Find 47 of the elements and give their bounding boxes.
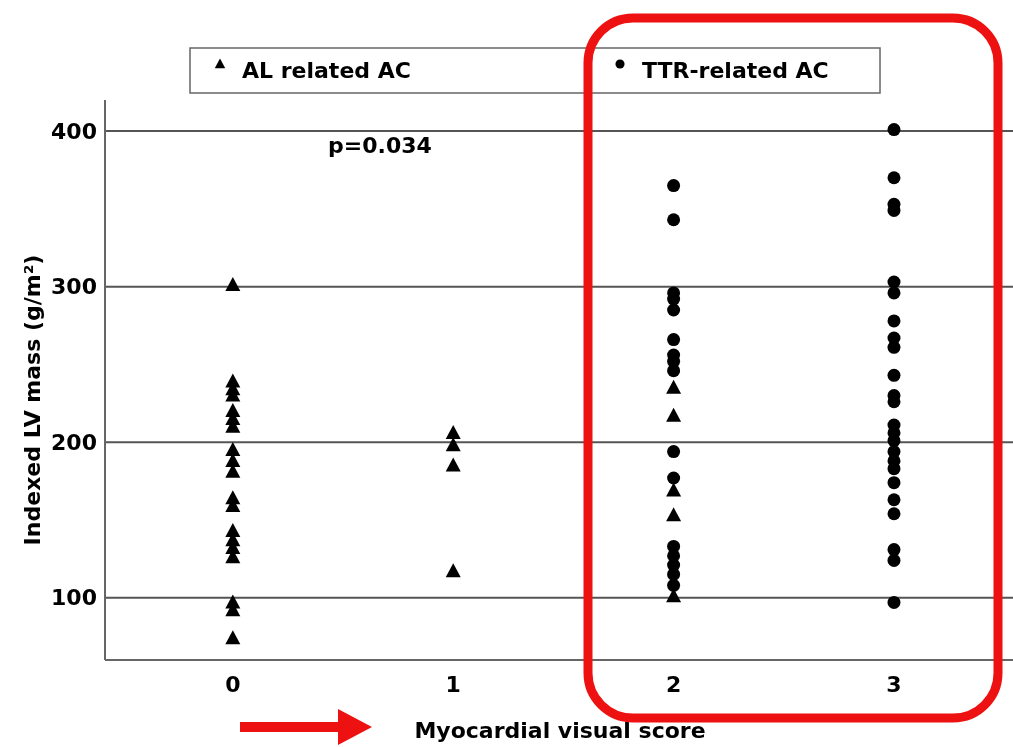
x-tick-label: 3 <box>886 672 902 697</box>
x-tick-label: 0 <box>225 672 241 697</box>
legend-label: AL related AC <box>242 58 411 83</box>
point <box>887 476 901 490</box>
point <box>667 471 681 485</box>
point <box>667 303 681 317</box>
y-tick-label: 400 <box>51 118 97 144</box>
point <box>666 507 682 522</box>
point <box>887 368 901 382</box>
point <box>445 457 461 472</box>
point <box>225 630 241 645</box>
point <box>887 340 901 354</box>
point <box>887 507 901 521</box>
y-tick-label: 100 <box>51 585 97 611</box>
point <box>887 462 901 476</box>
legend-label: TTR-related AC <box>642 58 829 83</box>
annotation: p=0.034 <box>328 132 432 158</box>
point <box>887 543 901 557</box>
point <box>225 277 241 292</box>
point <box>667 364 681 378</box>
point <box>667 179 681 193</box>
point <box>667 567 681 581</box>
y-axis-title: Indexed LV mass (g/m²) <box>20 254 45 546</box>
x-tick-label: 1 <box>445 672 461 697</box>
point <box>225 442 241 456</box>
point <box>667 213 681 227</box>
point <box>666 407 682 422</box>
point <box>667 333 681 347</box>
point <box>445 424 461 439</box>
point <box>887 314 901 328</box>
point <box>445 437 461 452</box>
point <box>887 171 901 185</box>
y-tick-label: 200 <box>51 429 97 455</box>
x-axis-title: Myocardial visual score <box>414 718 706 743</box>
point <box>887 553 901 567</box>
point <box>445 563 461 578</box>
point <box>887 493 901 507</box>
point <box>667 445 681 459</box>
x-tick-label: 2 <box>665 672 682 697</box>
point <box>667 578 681 592</box>
point <box>666 482 682 497</box>
point <box>887 123 901 137</box>
y-tick-label: 300 <box>51 274 97 300</box>
point <box>887 434 901 448</box>
point <box>887 286 901 300</box>
point <box>666 379 682 394</box>
point <box>887 595 901 609</box>
